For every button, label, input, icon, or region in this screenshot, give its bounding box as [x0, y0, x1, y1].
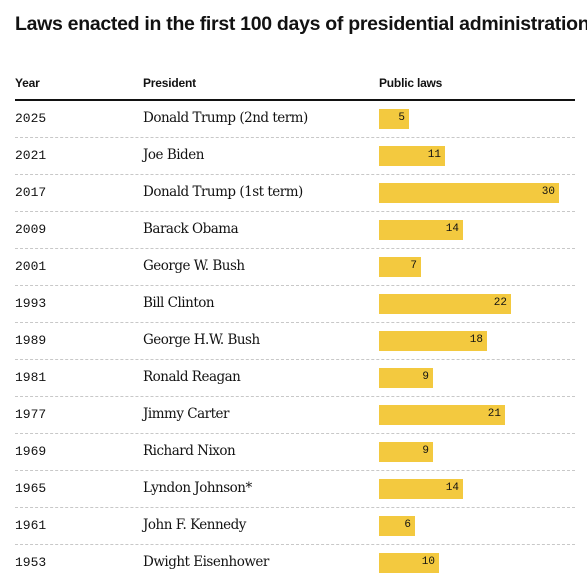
president-label: Lyndon Johnson*: [143, 480, 252, 496]
president-label: Jimmy Carter: [143, 406, 229, 422]
year-label: 1977: [15, 407, 47, 422]
law-count-bar: 6: [379, 516, 415, 536]
table-row: 1989 George H.W. Bush 18: [15, 323, 575, 360]
law-count-bar: 14: [379, 479, 463, 499]
table-row: 1993 Bill Clinton 22: [15, 286, 575, 323]
year-label: 1969: [15, 444, 47, 459]
bar-value-label: 7: [410, 260, 417, 272]
bar-value-label: 14: [445, 482, 459, 494]
president-label: George H.W. Bush: [143, 332, 260, 348]
bar-value-label: 9: [422, 371, 429, 383]
year-label: 2001: [15, 259, 47, 274]
law-count-bar: 30: [379, 183, 559, 203]
law-count-bar: 9: [379, 442, 433, 462]
table-row: 2001 George W. Bush 7: [15, 249, 575, 286]
bar-value-label: 22: [493, 297, 507, 309]
header-rule: [15, 99, 575, 101]
president-label: Richard Nixon: [143, 443, 236, 459]
law-count-bar: 11: [379, 146, 445, 166]
year-label: 2009: [15, 222, 47, 237]
law-count-bar: 9: [379, 368, 433, 388]
bar-value-label: 21: [487, 408, 501, 420]
bar-value-label: 5: [398, 112, 405, 124]
year-label: 2017: [15, 185, 47, 200]
year-label: 2021: [15, 148, 47, 163]
bar-value-label: 9: [422, 445, 429, 457]
year-label: 1953: [15, 555, 47, 570]
bar-value-label: 18: [469, 334, 483, 346]
president-label: John F. Kennedy: [143, 517, 246, 533]
table-row: 1977 Jimmy Carter 21: [15, 397, 575, 434]
year-label: 2025: [15, 111, 47, 126]
table-row: 2017 Donald Trump (1st term) 30: [15, 175, 575, 212]
table-row: 2009 Barack Obama 14: [15, 212, 575, 249]
bar-value-label: 6: [404, 519, 411, 531]
table-row: 1965 Lyndon Johnson* 14: [15, 471, 575, 508]
law-count-bar: 5: [379, 109, 409, 129]
law-count-bar: 18: [379, 331, 487, 351]
law-count-bar: 21: [379, 405, 505, 425]
president-label: Dwight Eisenhower: [143, 554, 269, 570]
table-header: Year President Public laws: [15, 76, 575, 100]
year-label: 1981: [15, 370, 47, 385]
table-row: 1969 Richard Nixon 9: [15, 434, 575, 471]
table-row: 2021 Joe Biden 11: [15, 138, 575, 175]
bar-value-label: 11: [427, 149, 441, 161]
president-column-header: President: [143, 76, 196, 90]
bar-value-label: 30: [541, 186, 555, 198]
president-label: Bill Clinton: [143, 295, 215, 311]
law-count-bar: 22: [379, 294, 511, 314]
table-row: 1961 John F. Kennedy 6: [15, 508, 575, 545]
law-count-bar: 10: [379, 553, 439, 573]
president-label: Donald Trump (2nd term): [143, 110, 308, 126]
president-label: Donald Trump (1st term): [143, 184, 303, 200]
table-row: 1981 Ronald Reagan 9: [15, 360, 575, 397]
year-label: 1961: [15, 518, 47, 533]
law-count-bar: 7: [379, 257, 421, 277]
year-label: 1993: [15, 296, 47, 311]
law-count-bar: 14: [379, 220, 463, 240]
bar-value-label: 14: [445, 223, 459, 235]
president-label: Joe Biden: [143, 147, 204, 163]
president-label: Ronald Reagan: [143, 369, 241, 385]
president-label: George W. Bush: [143, 258, 245, 274]
table-row: 2025 Donald Trump (2nd term) 5: [15, 101, 575, 138]
year-column-header: Year: [15, 76, 40, 90]
president-label: Barack Obama: [143, 221, 239, 237]
chart-title: Laws enacted in the first 100 days of pr…: [15, 13, 587, 35]
year-label: 1965: [15, 481, 47, 496]
table-row: 1953 Dwight Eisenhower 10: [15, 545, 575, 582]
laws-column-header: Public laws: [379, 76, 443, 90]
year-label: 1989: [15, 333, 47, 348]
bar-value-label: 10: [421, 556, 435, 568]
